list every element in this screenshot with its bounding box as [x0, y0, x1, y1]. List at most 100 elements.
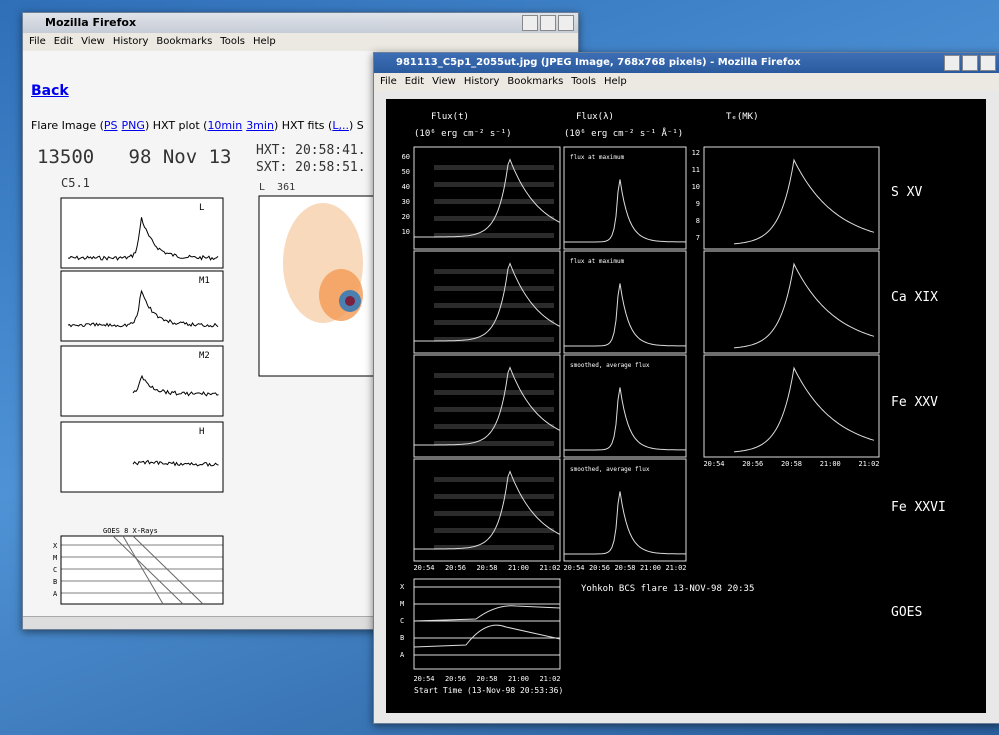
spectrum-curve [564, 283, 687, 347]
menu-item[interactable]: Help [603, 76, 627, 87]
panel-note: flux at maximum [570, 258, 625, 265]
goes-track [112, 535, 184, 605]
menu-bar: File Edit View History Bookmarks Tools Help [23, 33, 578, 51]
panel-frame [413, 354, 561, 458]
column-title: Tₑ(MK) [726, 112, 759, 122]
flux-curve [414, 366, 561, 446]
x-tick-label: 21:02 [539, 675, 560, 683]
spectral-band [434, 373, 554, 378]
link[interactable]: PNG [121, 119, 145, 132]
goes-letter: X [53, 542, 58, 550]
hxt-image [258, 195, 380, 377]
menu-item[interactable]: Edit [53, 36, 74, 47]
menu-item[interactable]: History [112, 36, 149, 47]
menu-bar: File Edit View History Bookmarks Tools Help [374, 73, 999, 91]
spectral-band [434, 286, 554, 291]
x-tick-label: 21:00 [508, 564, 529, 572]
spectral-band [434, 303, 554, 308]
window-image: 981113_C5p1_2055ut.jpg (JPEG Image, 768x… [373, 52, 999, 724]
spectrum-curve [564, 491, 687, 555]
menu-item[interactable]: Bookmarks [156, 36, 213, 47]
sxt-time: SXT: 20:58:51. [256, 160, 366, 175]
x-tick-label: 21:00 [640, 564, 661, 572]
flare-header: 13500 98 Nov 13 [37, 146, 231, 168]
flux-curve [414, 158, 561, 238]
panel-label: M2 [199, 351, 210, 361]
title-bar: 981113_C5p1_2055ut.jpg (JPEG Image, 768x… [374, 53, 999, 73]
minimize[interactable] [522, 15, 538, 31]
maximize[interactable] [962, 55, 978, 71]
y-tick-label: 10 [402, 228, 410, 236]
bcs-image: Flux(t) Flux(λ) Tₑ(MK) (10⁶ erg cm⁻² s⁻¹) (1… [386, 99, 986, 713]
image-label: L 361 [259, 182, 295, 193]
row-label: Fe XXVI [891, 500, 946, 515]
x-tick-label: 20:56 [742, 460, 763, 468]
x-tick-label: 21:00 [820, 460, 841, 468]
link[interactable]: PS [103, 119, 118, 132]
menu-item[interactable]: View [432, 76, 456, 87]
menu-item[interactable]: View [81, 36, 105, 47]
temp-curve [733, 262, 875, 349]
title-bar: Mozilla Firefox [23, 13, 578, 33]
maximize[interactable] [540, 15, 556, 31]
temp-curve [733, 158, 875, 245]
panel-label: M1 [199, 276, 210, 286]
goes-frame [60, 535, 224, 605]
panel-frame [413, 458, 561, 562]
goes-curve [413, 605, 561, 622]
menu-item[interactable]: Help [252, 36, 276, 47]
menu-item[interactable]: Tools [220, 36, 245, 47]
plot-curve [67, 289, 219, 328]
y-tick-label: 40 [402, 183, 410, 191]
spectral-band [434, 337, 554, 342]
text: ) HXT fits ( [273, 119, 333, 132]
spectral-band [434, 390, 554, 395]
y-tick-label: 9 [696, 200, 700, 208]
menu-item[interactable]: Bookmarks [507, 76, 564, 87]
goes-track [132, 535, 204, 605]
minimize[interactable] [944, 55, 960, 71]
link[interactable]: 3min [246, 119, 274, 132]
panel-label: H [199, 427, 204, 437]
spectral-band [434, 477, 554, 482]
page-content: 13500 98 Nov 13 C5.1 HXT: 20:58:41. SXT:… [37, 143, 380, 605]
menu-item[interactable]: File [380, 76, 397, 87]
row-label: Ca XIX [891, 290, 938, 305]
goes-letter: M [53, 554, 57, 562]
x-tick-label: 20:56 [589, 564, 610, 572]
close[interactable] [558, 15, 574, 31]
goes-track [122, 535, 164, 605]
menu-item[interactable]: History [463, 76, 500, 87]
goes-letter: A [400, 651, 405, 659]
x-tick-label: 21:02 [665, 564, 686, 572]
spectral-band [434, 545, 554, 550]
menu-item[interactable]: Tools [571, 76, 596, 87]
goes-letter: M [400, 600, 404, 608]
hxt-time: HXT: 20:58:41. [256, 143, 366, 158]
link[interactable]: L,.. [332, 119, 349, 132]
temp-curve [733, 366, 875, 453]
row-label: Fe XXV [891, 395, 938, 410]
column-title: Flux(λ) [576, 112, 614, 122]
text: Flare Image ( [31, 119, 104, 132]
x-tick-label: 20:56 [445, 675, 466, 683]
x-tick-label: 20:54 [563, 564, 584, 572]
menu-item[interactable]: File [29, 36, 46, 47]
goes-title: GOES 8 X-Rays [103, 527, 158, 535]
x-tick-label: 20:58 [476, 675, 497, 683]
spectrum-curve [564, 179, 687, 243]
x-tick-label: 20:58 [614, 564, 635, 572]
x-tick-label: 21:02 [539, 564, 560, 572]
spectral-band [434, 165, 554, 170]
x-tick-label: 20:54 [413, 675, 434, 683]
y-tick-label: 12 [692, 149, 700, 157]
goes-letter: C [53, 566, 57, 574]
y-tick-label: 11 [692, 166, 700, 174]
link[interactable]: 10min [207, 119, 243, 132]
back-link[interactable]: Back [31, 83, 69, 99]
goes-class: C5.1 [61, 176, 90, 190]
menu-item[interactable]: Edit [404, 76, 425, 87]
close[interactable] [980, 55, 996, 71]
spectral-band [434, 233, 554, 238]
